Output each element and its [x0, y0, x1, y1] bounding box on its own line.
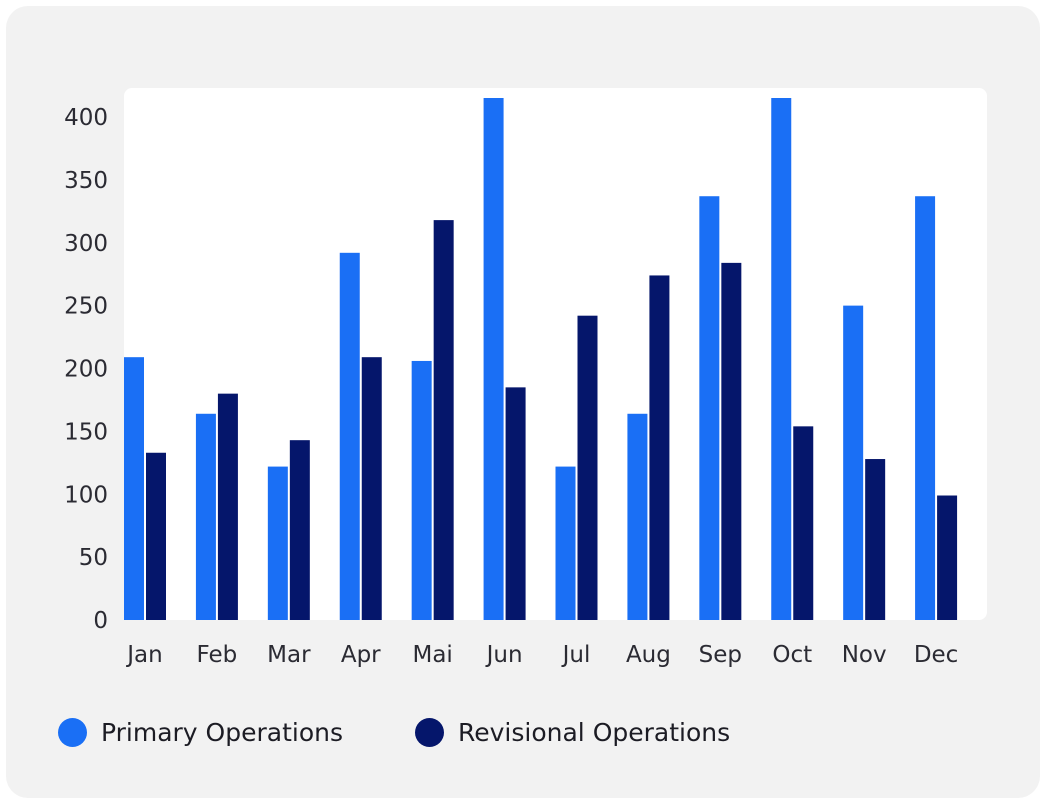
y-tick-label: 350: [64, 168, 108, 194]
bar-revisional-mar[interactable]: [289, 440, 310, 620]
bars: [124, 98, 958, 621]
bar-revisional-mai[interactable]: [433, 220, 454, 621]
y-tick-label: 300: [64, 231, 108, 257]
x-tick-label: Jun: [485, 642, 523, 668]
x-tick-label: Jul: [561, 642, 591, 668]
y-tick-label: 250: [64, 294, 108, 320]
x-axis: Jan Feb Mar Apr Mai Jun Jul Aug Sep Oct Nov Dec: [125, 642, 958, 668]
legend: Primary Operations Revisional Operations: [58, 712, 730, 752]
bar-revisional-apr[interactable]: [361, 357, 382, 620]
legend-swatch-primary: [58, 717, 87, 747]
bar-primary-sep[interactable]: [699, 196, 720, 620]
x-tick-label: Mar: [267, 642, 311, 668]
bar-revisional-aug[interactable]: [649, 275, 670, 620]
y-tick-label: 100: [64, 482, 108, 508]
bar-primary-feb[interactable]: [195, 413, 216, 620]
bar-primary-jun[interactable]: [483, 98, 504, 620]
x-tick-label: Feb: [197, 642, 238, 668]
legend-item-revisional[interactable]: Revisional Operations: [415, 717, 731, 747]
legend-swatch-revisional: [415, 717, 444, 747]
bar-revisional-dec[interactable]: [937, 495, 958, 620]
bar-primary-dec[interactable]: [915, 196, 936, 620]
legend-item-primary[interactable]: Primary Operations: [58, 717, 343, 747]
bar-primary-nov[interactable]: [843, 305, 864, 620]
y-tick-label: 400: [64, 105, 108, 131]
y-tick-label: 200: [64, 357, 108, 383]
bar-primary-oct[interactable]: [771, 98, 792, 620]
bar-revisional-jul[interactable]: [577, 315, 598, 620]
bar-revisional-jan[interactable]: [146, 452, 166, 620]
bar-primary-jul[interactable]: [555, 466, 576, 620]
legend-label-primary: Primary Operations: [101, 717, 343, 747]
y-axis: 0 50 100 150 200 250 300 350 400: [64, 105, 108, 634]
x-tick-label: Dec: [914, 642, 959, 668]
legend-label-revisional: Revisional Operations: [458, 717, 731, 747]
x-tick-label: Sep: [699, 642, 742, 668]
x-tick-label: Apr: [341, 642, 381, 668]
y-tick-label: 50: [79, 545, 108, 571]
bar-revisional-sep[interactable]: [721, 262, 742, 620]
bar-revisional-jun[interactable]: [505, 387, 526, 620]
bar-primary-apr[interactable]: [339, 252, 360, 620]
x-tick-label: Oct: [772, 642, 812, 668]
y-tick-label: 0: [93, 608, 108, 634]
x-tick-label: Nov: [842, 642, 887, 668]
x-tick-label: Mai: [412, 642, 452, 668]
x-tick-label: Jan: [125, 642, 162, 668]
bar-primary-jan[interactable]: [124, 357, 144, 620]
bar-revisional-feb[interactable]: [217, 393, 238, 620]
bar-primary-mar[interactable]: [267, 466, 288, 620]
x-tick-label: Aug: [626, 642, 671, 668]
bar-revisional-oct[interactable]: [793, 426, 814, 620]
y-tick-label: 150: [64, 419, 108, 445]
bar-primary-aug[interactable]: [627, 413, 648, 620]
bar-primary-mai[interactable]: [411, 360, 432, 620]
bar-revisional-nov[interactable]: [865, 459, 886, 620]
